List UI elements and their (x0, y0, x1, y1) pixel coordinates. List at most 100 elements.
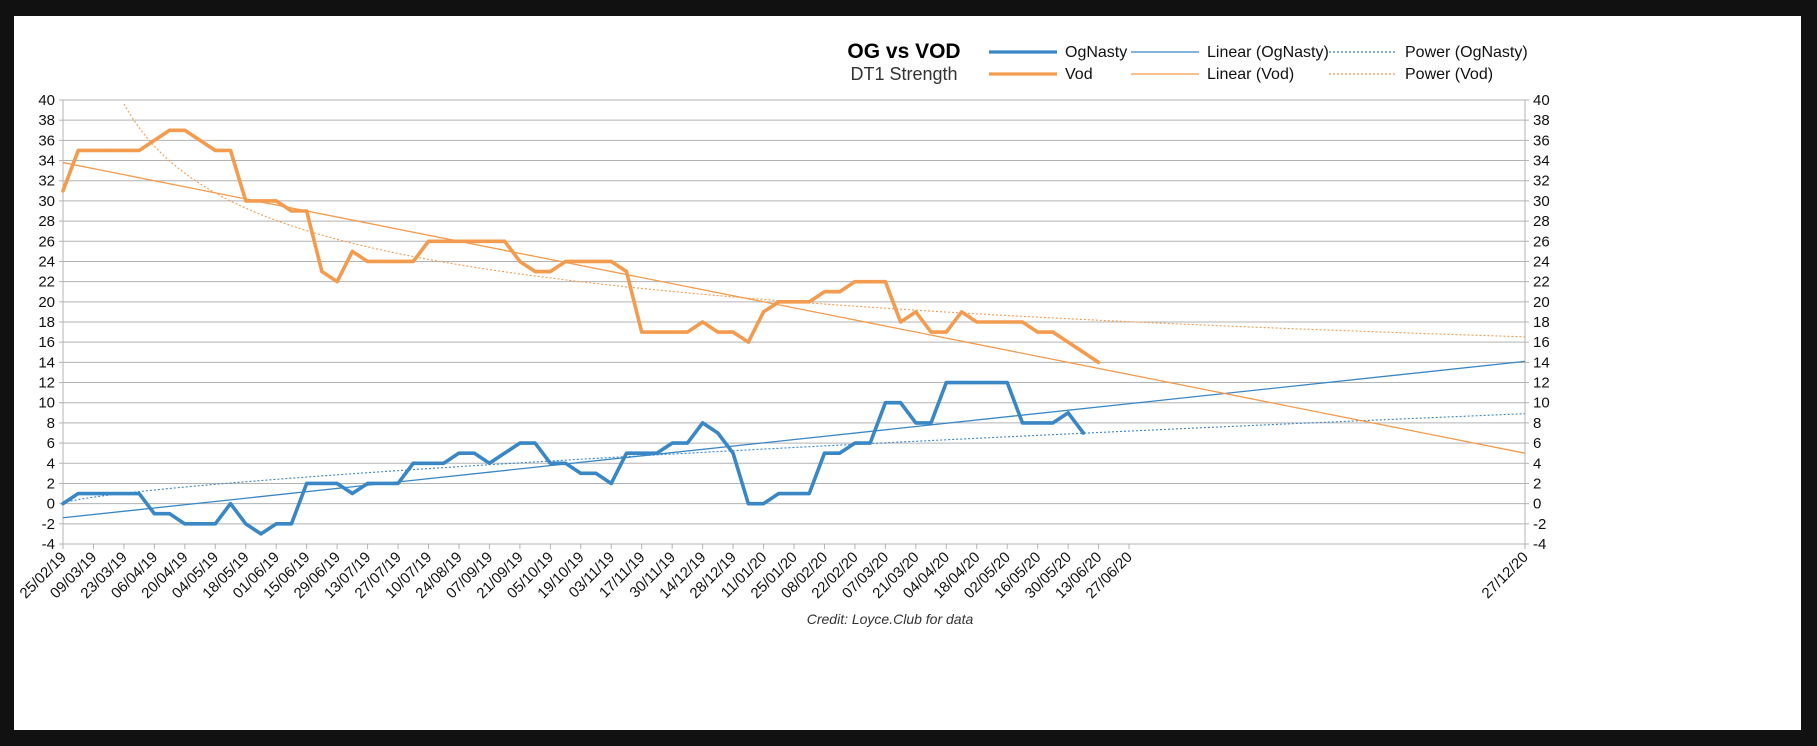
data-point-ognasty (198, 522, 202, 526)
legend-label: OgNasty (1065, 44, 1127, 61)
legend-label: Power (Vod) (1405, 66, 1493, 83)
data-point-ognasty (442, 461, 446, 465)
y-tick-label-right: 20 (1533, 294, 1550, 311)
data-point-ognasty (868, 441, 872, 445)
data-point-vod (533, 269, 537, 274)
y-tick-label-right: 0 (1533, 496, 1541, 513)
data-point-vod (868, 280, 872, 284)
y-tick-label-left: -4 (42, 536, 55, 553)
data-point-vod (442, 239, 446, 243)
data-point-vod (929, 330, 933, 334)
data-point-ognasty (594, 471, 598, 475)
data-point-ognasty (685, 441, 689, 445)
data-point-vod (883, 280, 887, 284)
data-point-ognasty (579, 471, 583, 475)
data-point-ognasty (183, 522, 187, 526)
y-tick-label-left: 0 (47, 496, 55, 513)
y-tick-label-left: 34 (38, 153, 55, 170)
data-point-vod (838, 290, 842, 294)
data-point-vod (244, 199, 248, 203)
data-point-vod (1036, 330, 1040, 334)
data-point-ognasty (137, 491, 141, 496)
data-point-ognasty (457, 451, 461, 455)
data-point-vod (624, 269, 629, 274)
y-tick-label-right: 34 (1533, 153, 1550, 170)
data-point-vod (1066, 340, 1070, 344)
data-point-ognasty (472, 451, 476, 455)
data-point-vod (472, 239, 476, 243)
data-point-vod (503, 239, 507, 243)
y-axis-left-ticks: -4-2024681012141618202224262830323436384… (38, 92, 55, 553)
data-point-vod (959, 310, 964, 314)
data-point-ognasty (548, 461, 552, 465)
y-tick-label-right: 24 (1533, 253, 1550, 270)
y-tick-label-right: 36 (1533, 132, 1550, 149)
data-point-ognasty (381, 481, 385, 486)
data-point-vod (670, 330, 674, 334)
data-point-vod (579, 259, 583, 264)
y-tick-label-left: 8 (47, 415, 55, 432)
data-point-vod (335, 280, 339, 284)
y-tick-label-left: 10 (38, 395, 55, 412)
data-point-ognasty (792, 491, 796, 496)
data-point-ognasty (503, 451, 507, 455)
data-point-vod (457, 239, 461, 243)
y-tick-label-right: -2 (1533, 516, 1546, 533)
data-point-vod (137, 148, 141, 153)
data-point-ognasty (777, 491, 781, 496)
data-point-ognasty (838, 451, 842, 455)
y-tick-label-left: 36 (38, 132, 55, 149)
data-point-ognasty (746, 502, 750, 506)
data-point-ognasty (1036, 421, 1040, 425)
data-point-vod (320, 269, 324, 274)
data-point-vod (655, 330, 659, 334)
data-point-vod (944, 330, 948, 334)
data-point-ognasty (655, 451, 659, 455)
data-point-vod (183, 128, 187, 132)
data-point-vod (152, 138, 156, 142)
data-point-vod (990, 320, 994, 324)
y-tick-label-right: 26 (1533, 233, 1550, 250)
data-point-vod (228, 148, 233, 153)
data-point-vod (259, 199, 263, 203)
data-point-vod (289, 209, 294, 213)
data-point-vod (365, 259, 370, 264)
data-point-ognasty (76, 491, 80, 496)
chart-title: OG vs VOD (847, 40, 960, 63)
trendline-linear-ognasty- (62, 360, 1526, 519)
y-tick-label-left: 6 (47, 435, 55, 452)
data-point-ognasty (152, 512, 156, 516)
data-point-vod (1005, 320, 1009, 324)
y-tick-label-right: 38 (1533, 112, 1550, 129)
data-point-vod (914, 310, 918, 314)
data-point-ognasty (426, 461, 431, 465)
data-point-ognasty (883, 401, 887, 405)
legend-label: Linear (OgNasty) (1207, 44, 1329, 61)
data-point-ognasty (853, 441, 857, 445)
data-point-ognasty (411, 461, 415, 465)
data-point-vod (746, 340, 750, 344)
y-tick-label-left: 38 (38, 112, 55, 129)
data-point-vod (1020, 320, 1025, 324)
credit-text: Credit: Loyce.Club for data (807, 611, 974, 627)
data-point-vod (716, 330, 720, 334)
data-point-ognasty (1051, 421, 1055, 425)
line-chart: OG vs VOD DT1 Strength -4-20246810121416… (17, 40, 1550, 627)
data-point-vod (198, 138, 202, 142)
data-point-ognasty (335, 481, 339, 486)
data-point-ognasty (274, 522, 278, 526)
data-point-vod (76, 148, 80, 153)
data-point-vod (411, 259, 415, 264)
data-point-ognasty (822, 451, 827, 455)
data-point-ognasty (701, 421, 705, 425)
data-point-vod (350, 249, 354, 253)
data-point-vod (426, 239, 431, 243)
data-point-vod (807, 300, 811, 304)
y-tick-label-left: -2 (42, 516, 55, 533)
data-point-ognasty (107, 491, 111, 496)
data-point-vod (685, 330, 689, 334)
data-point-ognasty (761, 502, 766, 506)
y-tick-label-right: -4 (1533, 536, 1546, 553)
x-axis-ticks: 25/02/1909/03/1923/03/1906/04/1920/04/19… (17, 544, 1532, 602)
data-point-ognasty (244, 522, 248, 526)
